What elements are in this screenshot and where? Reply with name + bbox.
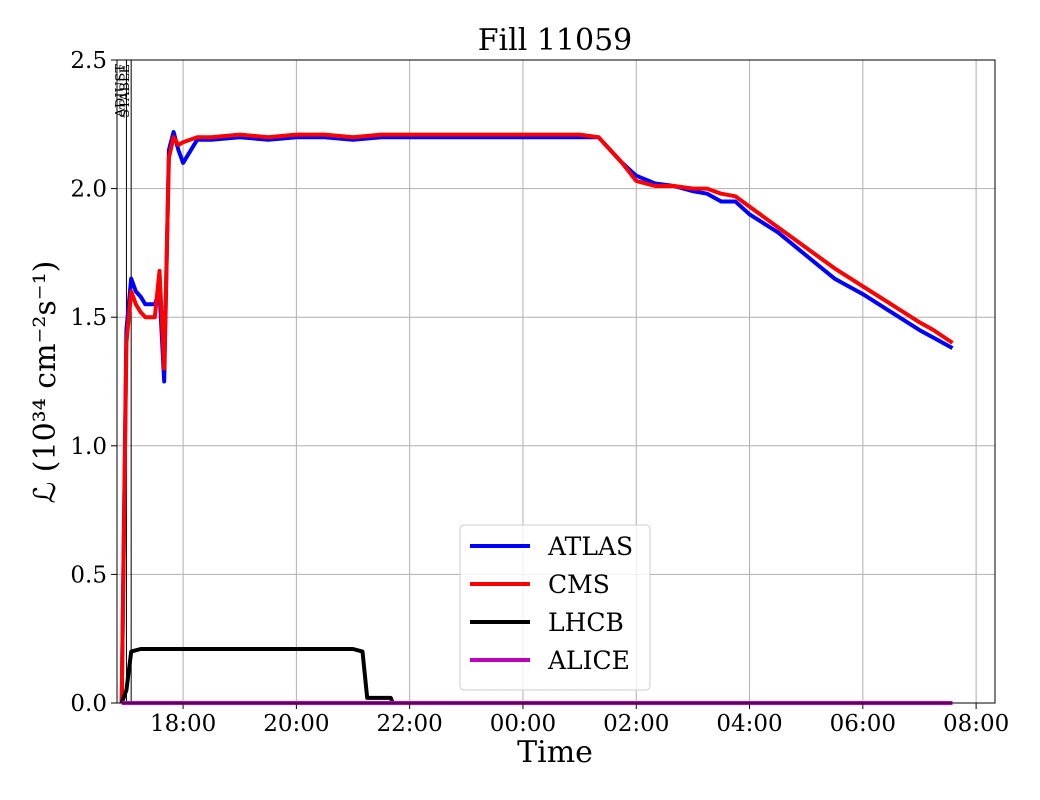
legend-label-atlas: ATLAS (547, 532, 633, 561)
y-tick-label: 2.0 (70, 177, 107, 203)
series-line-lhcb (119, 647, 395, 704)
x-tick-label: 22:00 (377, 711, 443, 737)
legend-box (459, 524, 651, 691)
x-tick-label: 06:00 (830, 711, 896, 737)
legend: ATLAS CMS LHCB ALICE (459, 524, 651, 691)
x-tick-label: 04:00 (716, 711, 782, 737)
x-tick-label: 02:00 (603, 711, 669, 737)
annotation-label-stable: STABLE (118, 64, 133, 118)
legend-label-lhcb: LHCB (548, 608, 624, 637)
plot-frame (116, 59, 996, 704)
annotation-label-adjust: ADJUST (113, 64, 128, 119)
y-tick-label: 0.5 (70, 562, 107, 588)
x-tick-label: 08:00 (943, 711, 1009, 737)
x-tick-label: 00:00 (490, 711, 556, 737)
x-tick-label: 18:00 (150, 711, 216, 737)
legend-label-alice: ALICE (547, 646, 630, 675)
series-line-cms (119, 132, 954, 704)
chart-title: Fill 11059 (478, 23, 633, 58)
x-axis-title: Time (517, 735, 593, 770)
y-tick-label: 0.0 (70, 691, 107, 717)
x-tick-label: 20:00 (263, 711, 329, 737)
y-tick-label: 1.5 (70, 305, 107, 331)
y-axis-title: ℒ (10³⁴ cm⁻²s⁻¹) (28, 261, 63, 504)
y-tick-label: 1.0 (70, 434, 107, 460)
x-axis: 18:00 20:00 22:00 00:00 02:00 04:00 06:00 08:00 (150, 703, 1009, 737)
y-axis: 0.0 0.5 1.0 1.5 2.0 2.5 (70, 48, 117, 717)
legend-label-cms: CMS (548, 570, 610, 599)
y-tick-label: 2.5 (70, 48, 107, 74)
